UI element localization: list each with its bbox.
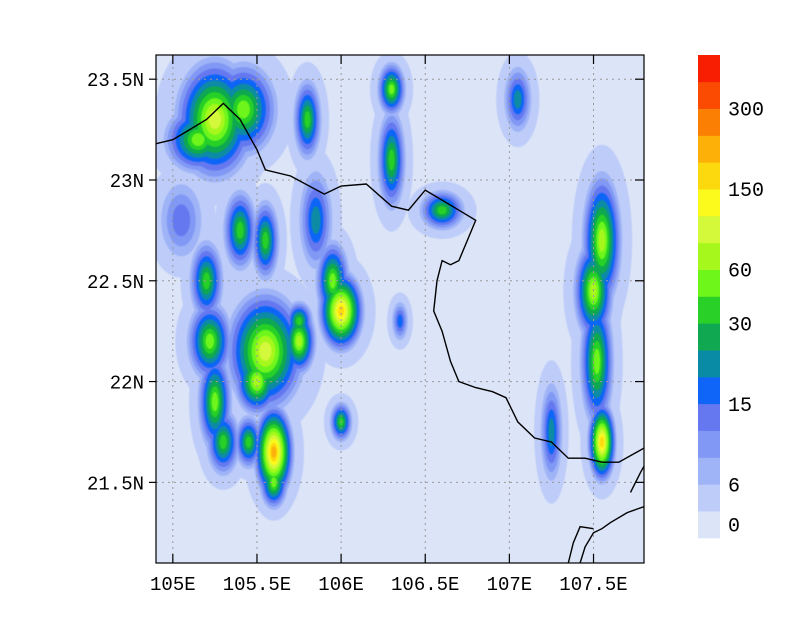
colorbar-swatch xyxy=(698,457,720,485)
colorbar-swatch xyxy=(698,350,720,378)
colorbar-swatch xyxy=(698,242,720,270)
colorbar-label: 30 xyxy=(728,314,752,337)
precip-contour xyxy=(271,477,277,488)
coastline-segment xyxy=(579,505,644,563)
precip-contour xyxy=(437,205,447,215)
colorbar-swatch xyxy=(698,511,720,539)
coastline xyxy=(156,102,644,563)
colorbar-swatch xyxy=(698,296,720,324)
coastline-segment xyxy=(567,525,594,563)
colorbar-swatch xyxy=(698,484,720,512)
precip-contour xyxy=(245,436,252,448)
precip-contour xyxy=(329,273,336,289)
precip-contour xyxy=(262,231,269,250)
precip-contour xyxy=(211,392,219,412)
colorbar-swatch xyxy=(698,377,720,405)
precipitation-field xyxy=(156,55,633,521)
coastline-segment xyxy=(629,465,644,493)
colorbar-swatch xyxy=(698,81,720,109)
grid-lines xyxy=(156,55,644,563)
colorbar-label: 15 xyxy=(728,395,752,418)
precip-contour xyxy=(208,109,222,130)
precip-contour xyxy=(388,149,395,171)
precip-contour xyxy=(338,305,345,317)
precip-contour xyxy=(191,133,205,147)
precip-contour xyxy=(205,333,215,349)
y-tick-label: 23N xyxy=(110,171,144,193)
precip-contour xyxy=(259,341,272,361)
precip-contour xyxy=(311,206,321,235)
colorbar-label: 300 xyxy=(728,100,764,123)
axes: 105E 105.5E 106E 106.5E 107E 107.5E 21.5N 22N 22… xyxy=(87,55,644,596)
colorbar-swatch xyxy=(698,269,720,297)
x-tick-label: 107.5E xyxy=(559,574,627,596)
colorbar-label: 150 xyxy=(728,180,764,203)
precip-contour xyxy=(236,221,244,239)
x-tick-label: 106E xyxy=(318,574,364,596)
colorbar-label: 0 xyxy=(728,516,740,539)
precip-contour xyxy=(548,418,555,446)
colorbar-swatch xyxy=(698,216,720,244)
y-tick-label: 21.5N xyxy=(87,473,144,495)
colorbar-swatch xyxy=(698,55,720,83)
plot-frame xyxy=(155,54,645,564)
precip-contour xyxy=(388,84,395,95)
precip-contour xyxy=(599,436,604,448)
precip-contour xyxy=(296,335,302,348)
precip-contour xyxy=(202,272,211,290)
precip-contour xyxy=(219,434,227,450)
colorbar-swatch xyxy=(698,323,720,351)
x-tick-label: 105.5E xyxy=(223,574,291,596)
precip-contour xyxy=(304,110,311,129)
coastline-segment xyxy=(156,102,644,463)
precip-contour xyxy=(237,100,250,119)
y-tick-label: 22N xyxy=(110,373,144,395)
x-tick-label: 107E xyxy=(487,574,533,596)
precip-contour xyxy=(513,90,522,109)
precip-contour xyxy=(296,316,303,326)
colorbar-label: 6 xyxy=(728,475,740,498)
colorbar-swatch xyxy=(698,162,720,190)
colorbar-label: 60 xyxy=(728,261,752,284)
precip-contour xyxy=(271,446,277,459)
colorbar-swatch xyxy=(698,189,720,217)
colorbar: 0 6 15 30 60 150 300 xyxy=(698,55,764,539)
colorbar-swatch xyxy=(698,430,720,458)
colorbar-swatch xyxy=(698,403,720,431)
x-tick-label: 106.5E xyxy=(391,574,459,596)
precip-contour xyxy=(598,228,606,253)
y-tick-label: 22.5N xyxy=(87,272,144,294)
colorbar-swatch xyxy=(698,135,720,163)
precip-contour xyxy=(593,348,601,375)
x-tick-label: 105E xyxy=(150,574,196,596)
y-tick-label: 23.5N xyxy=(87,70,144,92)
precip-contour xyxy=(397,314,403,328)
precip-contour xyxy=(172,204,191,237)
precip-contour xyxy=(253,375,261,388)
colorbar-swatch xyxy=(698,108,720,136)
